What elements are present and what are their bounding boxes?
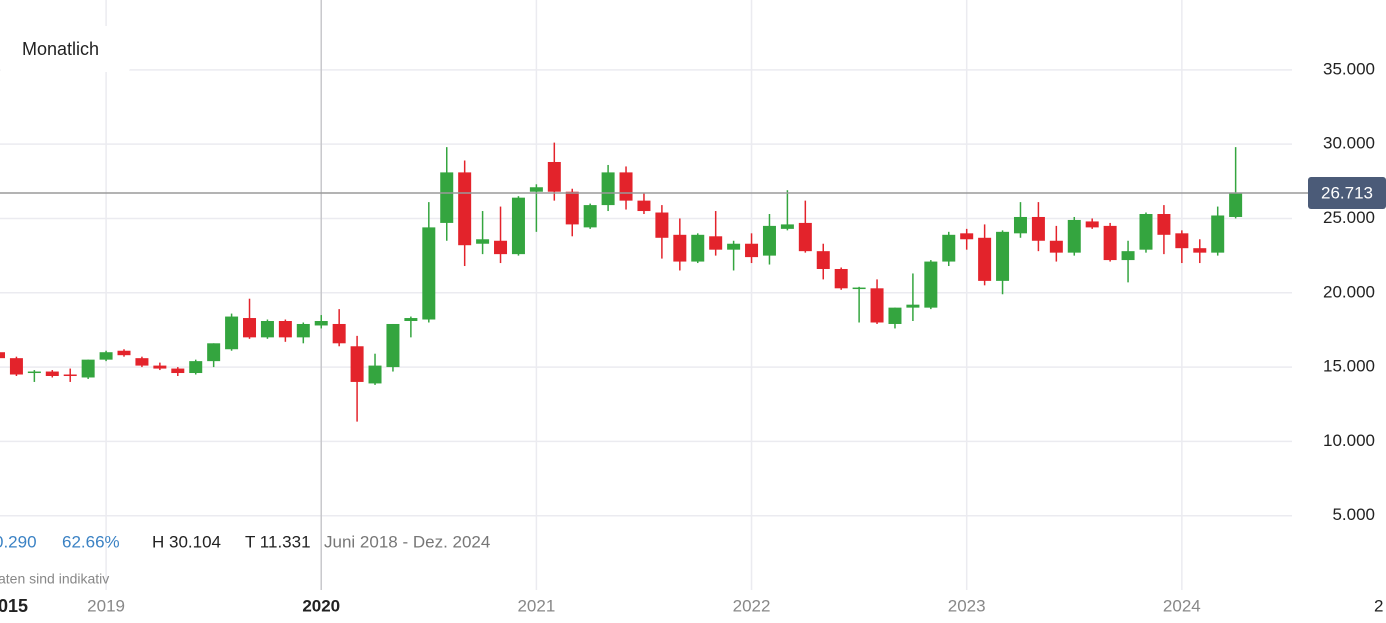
y-tick-label: 35.000 xyxy=(1323,59,1375,78)
x-tick-label: 2 xyxy=(1374,596,1383,615)
candle-body xyxy=(1175,233,1189,249)
candle-body xyxy=(1013,216,1027,234)
candle-body xyxy=(135,358,149,366)
candle-body xyxy=(386,323,400,368)
candle-body xyxy=(1139,214,1153,250)
candle-body xyxy=(189,361,203,374)
candle-body xyxy=(762,225,776,256)
candle-body xyxy=(81,359,95,378)
candle-body xyxy=(780,224,794,229)
y-tick-label: 5.000 xyxy=(1332,505,1375,524)
candle-body xyxy=(0,352,5,359)
candle-body xyxy=(870,288,884,323)
interval-box[interactable] xyxy=(0,26,130,72)
y-tick-label: 15.000 xyxy=(1323,357,1375,376)
candle-body xyxy=(9,358,23,375)
candle-body xyxy=(583,205,597,228)
x-tick-label: 2023 xyxy=(948,596,986,615)
candle-body xyxy=(619,172,633,201)
candle-body xyxy=(978,237,992,281)
candle-body xyxy=(691,234,705,262)
candle-body xyxy=(368,365,382,384)
candle-body xyxy=(960,233,974,240)
candle-body xyxy=(942,234,956,262)
candle-body xyxy=(458,172,472,246)
candle-body xyxy=(1193,248,1207,253)
candle-body xyxy=(888,307,902,324)
candle-body xyxy=(260,321,274,338)
candle-body xyxy=(1049,240,1063,253)
period-high: H 30.104 xyxy=(152,532,221,551)
y-tick-label: 20.000 xyxy=(1323,282,1375,301)
candle-body xyxy=(314,321,328,326)
candle-body xyxy=(906,304,920,308)
y-tick-label: 10.000 xyxy=(1323,431,1375,450)
candle-body xyxy=(296,323,310,338)
candle-body xyxy=(673,234,687,262)
candle-body xyxy=(529,187,543,192)
candle-body xyxy=(440,172,454,223)
change-pct: 62.66% xyxy=(62,532,120,551)
candle-body xyxy=(1103,225,1117,261)
candle-body xyxy=(1157,214,1171,235)
candle-body xyxy=(852,287,866,290)
candle-body xyxy=(511,197,525,255)
candle-body xyxy=(601,172,615,206)
candle-body xyxy=(27,371,41,374)
candle-body xyxy=(1211,215,1225,253)
candle-body xyxy=(404,318,418,322)
candle-body xyxy=(153,365,167,369)
y-tick-label: 30.000 xyxy=(1323,134,1375,153)
interval-label[interactable]: Monatlich xyxy=(22,39,99,59)
candle-body xyxy=(1067,219,1081,253)
candle-body xyxy=(709,236,723,250)
candle-body xyxy=(1121,251,1135,261)
x-tick-label: 2024 xyxy=(1163,596,1201,615)
candle-body xyxy=(243,318,257,338)
candle-body xyxy=(727,243,741,250)
candle-body xyxy=(350,346,364,382)
last-price-tag xyxy=(1308,177,1386,210)
candle-body xyxy=(637,200,651,212)
x-tick-label: 2021 xyxy=(517,596,555,615)
candle-body xyxy=(996,231,1010,281)
candle-body xyxy=(476,239,490,244)
candle-body xyxy=(565,191,579,225)
candle-body xyxy=(207,343,221,362)
x-tick-label: 2019 xyxy=(87,596,125,615)
candle-body xyxy=(924,261,938,308)
candle-body xyxy=(225,316,239,350)
candle-body xyxy=(798,222,812,252)
candle-body xyxy=(547,161,561,192)
candle-body xyxy=(63,374,77,377)
candle-body xyxy=(494,240,508,255)
grid xyxy=(0,0,1292,590)
period: Juni 2018 - Dez. 2024 xyxy=(324,532,490,551)
y-tick-label: 25.000 xyxy=(1323,208,1375,227)
candle-body xyxy=(816,251,830,269)
period-low: T 11.331 xyxy=(245,532,311,551)
candle-body xyxy=(45,371,59,376)
candle-body xyxy=(1085,221,1099,228)
candle-body xyxy=(332,323,346,344)
note: aten sind indikativ xyxy=(0,571,109,587)
x-tick-label: 2022 xyxy=(733,596,771,615)
candle-body xyxy=(745,243,759,258)
candle-body xyxy=(422,227,436,320)
candle-body xyxy=(117,350,131,356)
candle-body xyxy=(655,212,669,238)
candle-body xyxy=(278,321,292,338)
candle-body xyxy=(1031,216,1045,241)
change: 0.290 xyxy=(0,532,37,551)
x-tick-label: 2020 xyxy=(302,596,340,615)
candle-body xyxy=(1229,193,1243,217)
cut-label: 015 xyxy=(0,596,28,616)
candle-body xyxy=(834,268,848,289)
candle-body xyxy=(171,368,185,374)
candle-body xyxy=(99,352,113,360)
last-price-label: 26.713 xyxy=(1321,183,1373,202)
